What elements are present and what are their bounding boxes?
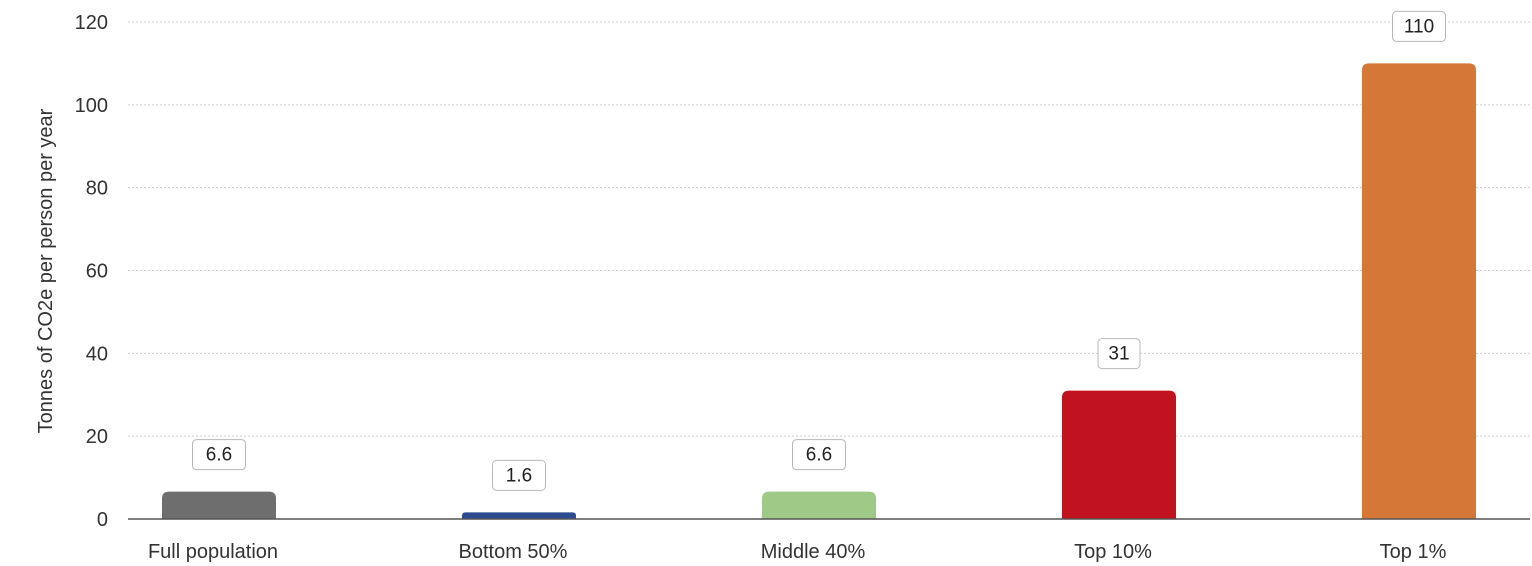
- data-label-box: [492, 459, 546, 491]
- x-tick-label: Top 1%: [1380, 541, 1447, 563]
- data-label-box: [1097, 338, 1141, 370]
- bar: [162, 491, 276, 519]
- data-label-text: 110: [1404, 16, 1434, 37]
- data-label-box: [792, 439, 846, 471]
- y-tick-label: 0: [97, 509, 108, 531]
- data-label-box: [192, 439, 246, 471]
- bar: [462, 512, 576, 519]
- y-tick-label: 120: [75, 12, 108, 34]
- data-label-text: 6.6: [806, 445, 832, 466]
- x-tick-label: Top 10%: [1074, 541, 1152, 563]
- x-tick-label: Bottom 50%: [459, 541, 568, 563]
- data-labels: 6.6 1.6 6.6 31 110: [192, 10, 1446, 491]
- data-label-text: 6.6: [206, 445, 232, 466]
- data-label: 6.6: [192, 439, 246, 471]
- x-axis-ticks: Full population Bottom 50% Middle 40% Top 1…: [148, 541, 1447, 563]
- y-axis-ticks: 0 20 40 60 80 100 120: [75, 12, 108, 531]
- data-label-box: [1392, 10, 1446, 42]
- bar: [1062, 390, 1176, 519]
- y-tick-label: 100: [75, 95, 108, 117]
- data-label: 1.6: [492, 459, 546, 491]
- data-label: 110: [1392, 10, 1446, 42]
- y-tick-label: 20: [86, 426, 108, 448]
- bar: [1362, 63, 1476, 520]
- y-tick-label: 40: [86, 343, 108, 365]
- data-label-text: 31: [1108, 344, 1129, 365]
- bars: [162, 63, 1476, 520]
- y-tick-label: 80: [86, 178, 108, 200]
- y-tick-label: 60: [86, 261, 108, 283]
- data-label: 6.6: [792, 439, 846, 471]
- x-tick-label: Full population: [148, 541, 278, 563]
- data-label-text: 1.6: [506, 465, 532, 486]
- gridlines: [128, 21, 1530, 437]
- x-tick-label: Middle 40%: [761, 541, 866, 563]
- data-label: 31: [1097, 338, 1141, 370]
- bar: [762, 491, 876, 519]
- y-axis-label: Tonnes of CO2e per person per year: [35, 108, 57, 433]
